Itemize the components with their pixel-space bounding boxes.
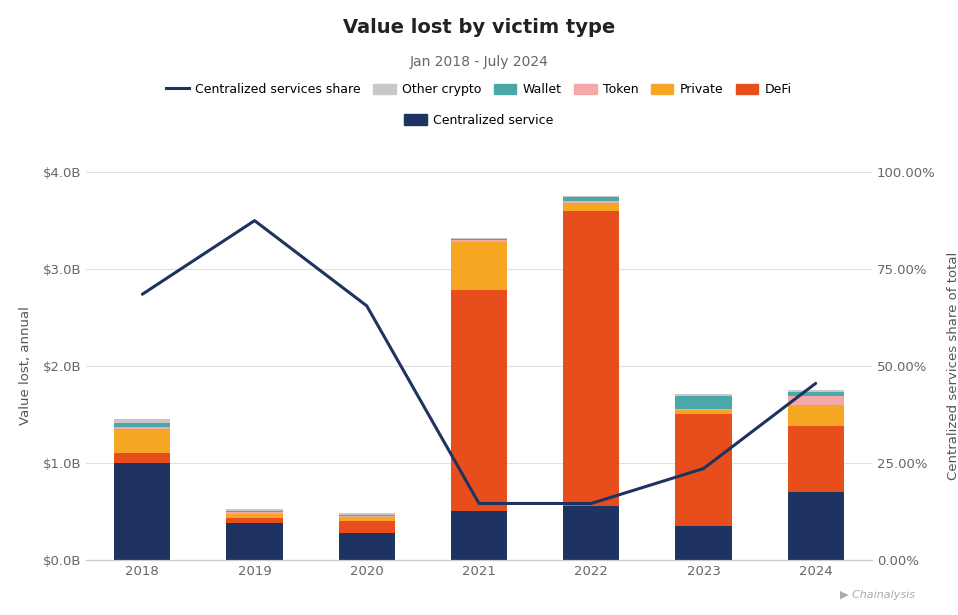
Centralized services share	[137, 290, 148, 298]
Bar	[339, 521, 395, 533]
Bar	[451, 239, 507, 240]
Bar	[675, 410, 732, 415]
Text: Jan 2018 - July 2024: Jan 2018 - July 2024	[410, 55, 548, 69]
Bar	[675, 408, 732, 410]
Bar	[114, 423, 171, 427]
Bar	[114, 462, 171, 560]
Bar	[675, 526, 732, 560]
Bar	[339, 533, 395, 560]
Centralized services share	[249, 217, 261, 224]
Bar	[787, 426, 844, 492]
Bar	[339, 517, 395, 521]
Bar	[114, 429, 171, 453]
Bar	[563, 197, 619, 201]
Bar	[675, 394, 732, 396]
Legend: Centralized service: Centralized service	[404, 114, 554, 127]
Bar	[451, 242, 507, 290]
Centralized services share	[585, 500, 597, 507]
Bar	[787, 392, 844, 396]
Centralized services share	[473, 500, 485, 507]
Bar	[563, 196, 619, 197]
Bar	[226, 512, 283, 514]
Bar	[226, 509, 283, 511]
Bar	[114, 453, 171, 462]
Bar	[339, 516, 395, 517]
Bar	[339, 515, 395, 516]
Legend: Centralized services share, Other crypto, Wallet, Token, Private, DeFi: Centralized services share, Other crypto…	[167, 83, 791, 96]
Bar	[787, 390, 844, 392]
Centralized services share	[810, 379, 821, 387]
Centralized services share	[697, 465, 709, 472]
Bar	[451, 238, 507, 239]
Bar	[563, 203, 619, 211]
Y-axis label: Centralized services share of total: Centralized services share of total	[947, 252, 958, 480]
Bar	[451, 290, 507, 511]
Line: Centralized services share: Centralized services share	[143, 221, 815, 504]
Bar	[114, 427, 171, 429]
Bar	[451, 511, 507, 560]
Bar	[339, 513, 395, 515]
Bar	[563, 211, 619, 506]
Y-axis label: Value lost, annual: Value lost, annual	[18, 306, 32, 426]
Bar	[787, 492, 844, 560]
Bar	[563, 201, 619, 203]
Bar	[226, 514, 283, 518]
Bar	[675, 415, 732, 526]
Bar	[226, 518, 283, 523]
Bar	[226, 523, 283, 560]
Bar	[563, 506, 619, 560]
Bar	[787, 396, 844, 405]
Bar	[787, 405, 844, 426]
Text: ▶ Chainalysis: ▶ Chainalysis	[840, 590, 915, 600]
Text: Value lost by victim type: Value lost by victim type	[343, 18, 615, 38]
Bar	[451, 240, 507, 242]
Centralized services share	[361, 302, 373, 309]
Bar	[675, 396, 732, 408]
Bar	[114, 419, 171, 423]
Bar	[226, 511, 283, 512]
